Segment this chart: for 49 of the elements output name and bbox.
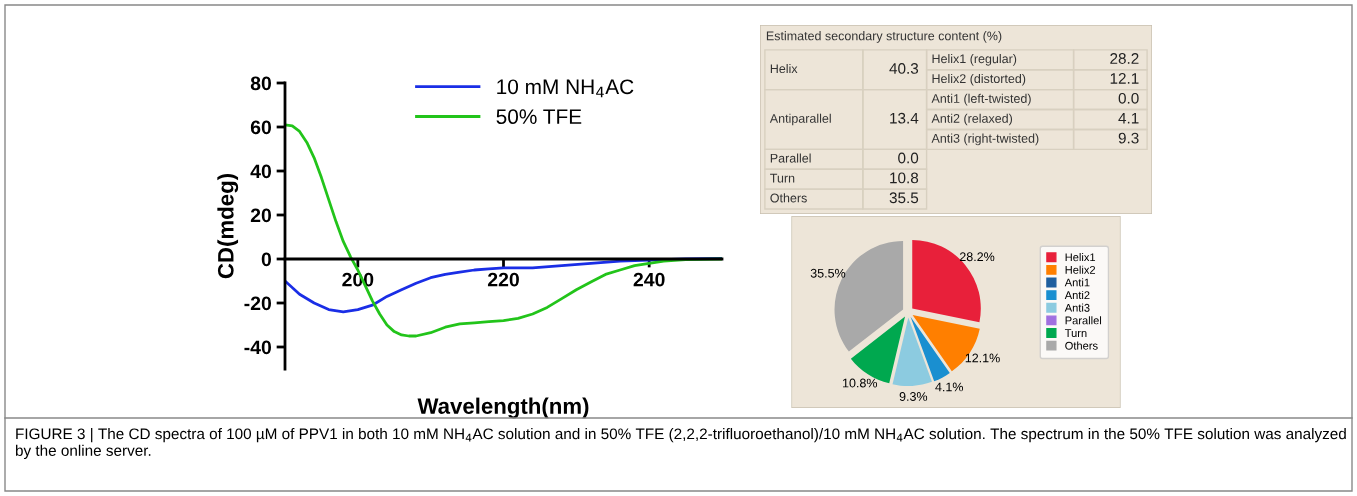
y-tick-label: 20 — [250, 208, 272, 223]
text: Others — [770, 193, 807, 203]
data-label: 10.8% — [843, 378, 878, 388]
y-tick-label: -40 — [244, 340, 272, 355]
legend-label: 50% TFE — [496, 109, 582, 125]
text: 0.0 — [898, 152, 919, 164]
legend-label: Turn — [1064, 329, 1087, 338]
legend-label: Helix2 — [1065, 265, 1096, 274]
text: 28.2 — [1110, 53, 1139, 64]
text: Antiparallel — [769, 113, 831, 126]
y-tick-label: 60 — [250, 120, 272, 135]
text: Helix2 (distorted) — [932, 73, 1026, 86]
text: Turn — [770, 173, 795, 183]
text: Anti3 (right-twisted) — [931, 133, 1039, 146]
data-label: 9.3% — [899, 392, 928, 401]
text: 13.4 — [890, 112, 919, 124]
text: Helix1 (regular) — [932, 53, 1017, 66]
y-tick-label: 80 — [250, 76, 272, 91]
text: Anti2 (relaxed) — [931, 113, 1013, 126]
text: 9.3 — [1118, 132, 1139, 144]
legend-label: Anti2 — [1064, 290, 1090, 300]
data-label: 4.1% — [935, 382, 964, 392]
x-axis-title: Wavelength(nm) — [417, 397, 589, 419]
text: 10.8 — [890, 172, 919, 184]
text: 40.3 — [889, 63, 919, 74]
legend-label: 10 mM NH$_{4}$AC — [497, 79, 634, 98]
legend-label: Anti1 — [1064, 278, 1090, 287]
legend-label: Helix1 — [1065, 253, 1096, 262]
text: Estimated secondary structure content (%) — [766, 31, 1002, 43]
legend-label: Anti3 — [1064, 303, 1090, 312]
text: FIGURE 3 | The CD spectra of 100 µM of PPV1 in both 10 mM NH$_{4}$AC solution and in 50% TFE (2,2,2-trifluoroethanol)/10 mM NH$_{4}$AC solution. The spectrum in the 50% TFE solution was analyzed by the online server. — [15, 428, 1346, 459]
text: Parallel — [770, 153, 811, 163]
text: 4.1 — [1118, 112, 1139, 124]
data-label: 35.5% — [810, 268, 846, 278]
text: Anti1 (left-twisted) — [931, 93, 1031, 106]
x-tick-label: 220 — [487, 272, 519, 287]
legend-label: Others — [1065, 341, 1098, 350]
text: 0.0 — [1118, 92, 1139, 104]
x-tick-label: 240 — [633, 272, 665, 287]
text: 35.5 — [889, 192, 919, 204]
data-label: 28.2% — [959, 252, 995, 262]
y-tick-label: -20 — [244, 296, 272, 311]
text: 12.1 — [1110, 72, 1139, 84]
legend-label: Parallel — [1065, 316, 1102, 325]
y-tick-label: 40 — [250, 164, 272, 179]
text: Helix — [770, 63, 798, 74]
y-axis-title: CD(mdeg) — [217, 174, 239, 279]
data-label: 12.1% — [965, 353, 1000, 363]
y-tick-label: 0 — [261, 252, 272, 267]
